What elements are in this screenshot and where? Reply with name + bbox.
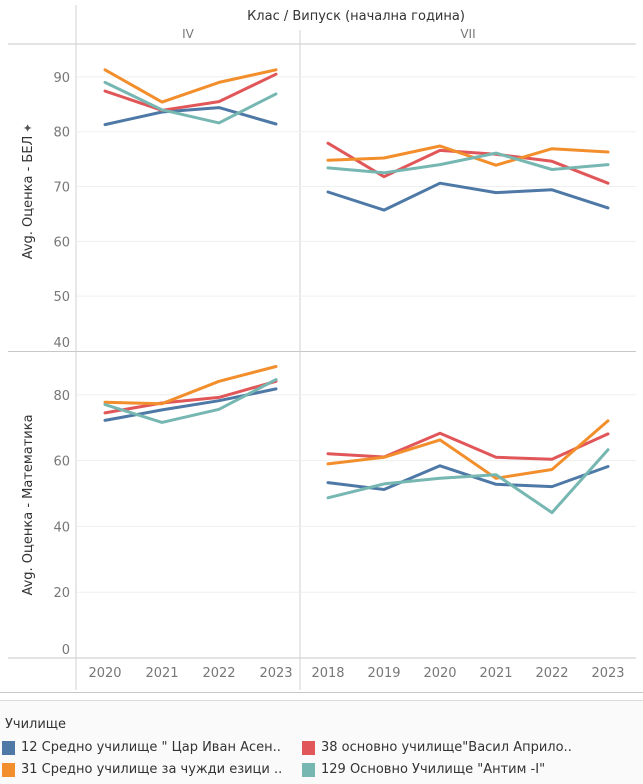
legend-title: Училище — [5, 717, 67, 732]
series-line — [326, 448, 610, 515]
legend-label: 38 основно училище"Васил Априло.. — [321, 740, 572, 755]
series-line — [326, 144, 610, 167]
header-title: Клас / Випуск (начална година) — [247, 9, 465, 24]
legend-item-school-129[interactable]: 129 Основно Училище "Антим -I" — [302, 762, 545, 777]
legend-label: 31 Средно училище за чужди езици .. — [21, 762, 283, 777]
y-tick-label: 70 — [53, 181, 70, 196]
series-line — [103, 379, 278, 415]
y-tick-label: 40 — [53, 336, 70, 351]
x-tick-label: 2022 — [202, 666, 235, 681]
x-tick-label: 2021 — [145, 666, 178, 681]
x-tick-label: 2020 — [88, 666, 121, 681]
x-tick-label: 2022 — [535, 666, 568, 681]
series-line — [103, 365, 278, 406]
y-tick-label: 60 — [53, 235, 70, 250]
legend-label: 12 Средно училище " Цар Иван Асен.. — [21, 740, 281, 755]
series-line — [103, 68, 278, 104]
y-tick-label: 80 — [53, 389, 70, 404]
legend-swatch — [302, 740, 315, 755]
series-line — [326, 151, 610, 175]
y-tick-label: 60 — [53, 455, 70, 470]
y-tick-label: 80 — [53, 126, 70, 141]
series-line — [103, 106, 278, 127]
y-tick-label: 0 — [62, 643, 70, 658]
series-line — [326, 431, 610, 461]
y-tick-label: 50 — [53, 290, 70, 305]
series-line — [103, 378, 278, 424]
y-tick-label: 90 — [53, 71, 70, 86]
series-line — [326, 419, 610, 480]
x-tick-label: 2021 — [479, 666, 512, 681]
x-tick-label: 2018 — [311, 666, 344, 681]
x-tick-label: 2020 — [423, 666, 456, 681]
x-tick-label: 2023 — [591, 666, 624, 681]
legend-label: 129 Основно Училище "Антим -I" — [321, 762, 546, 777]
y-axis-title: Avg. Оценка - БЕЛ — [21, 136, 36, 260]
legend-item-school-12[interactable]: 12 Средно училище " Цар Иван Асен.. — [2, 740, 281, 755]
x-tick-label: 2019 — [367, 666, 400, 681]
legend-item-school-38[interactable]: 38 основно училище"Васил Априло.. — [302, 740, 572, 755]
series-line — [103, 80, 278, 125]
y-tick-label: 40 — [53, 520, 70, 535]
column-header: VII — [460, 27, 475, 41]
series-line — [103, 72, 278, 112]
y-axis-title: Avg. Оценка - Математика — [21, 414, 36, 595]
x-tick-label: 2023 — [259, 666, 292, 681]
legend-swatch — [2, 762, 15, 777]
legend-swatch — [2, 740, 15, 755]
pin-icon: ✦ — [21, 123, 35, 133]
y-tick-label: 20 — [53, 586, 70, 601]
series-line — [326, 181, 610, 212]
column-header: IV — [182, 27, 195, 41]
legend-swatch — [302, 762, 315, 777]
legend: Училище 12 Средно училище " Цар Иван Асе… — [0, 692, 643, 784]
chart: Клас / Випуск (начална година) IV VII 40 50 6… — [8, 5, 636, 690]
legend-item-school-31[interactable]: 31 Средно училище за чужди езици .. — [2, 762, 282, 777]
